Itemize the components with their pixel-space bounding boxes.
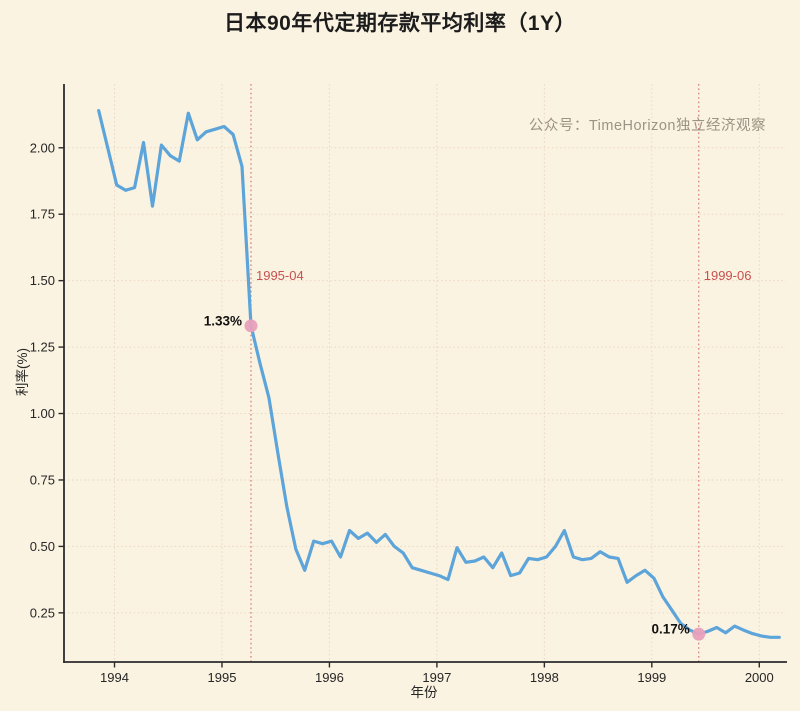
svg-text:1.25: 1.25: [30, 340, 55, 355]
svg-text:1996: 1996: [315, 670, 344, 685]
svg-text:1999: 1999: [637, 670, 666, 685]
annotation-date-label: 1995-04: [255, 268, 304, 283]
svg-text:1997: 1997: [422, 670, 451, 685]
chart-title: 日本90年代定期存款平均利率（1Y）: [223, 12, 577, 35]
svg-text:0.75: 0.75: [30, 472, 55, 487]
svg-text:2.00: 2.00: [30, 140, 55, 155]
svg-text:1994: 1994: [100, 670, 129, 685]
svg-text:0.50: 0.50: [30, 539, 55, 554]
svg-text:1.50: 1.50: [30, 273, 55, 288]
svg-text:0.25: 0.25: [30, 605, 55, 620]
svg-text:1.75: 1.75: [30, 207, 55, 222]
y-axis-label: 利率(%): [15, 348, 30, 396]
annotation-value-label: 0.17%: [651, 621, 690, 637]
svg-text:1998: 1998: [530, 670, 559, 685]
watermark-text: 公众号：TimeHorizon独立经济观察: [528, 118, 766, 134]
svg-text:2000: 2000: [745, 670, 774, 685]
svg-text:1995: 1995: [208, 670, 237, 685]
svg-text:1.00: 1.00: [30, 406, 55, 421]
annotation-date-label: 1999-06: [703, 268, 752, 283]
annotation-value-label: 1.33%: [203, 313, 242, 329]
x-axis-label: 年份: [410, 685, 438, 700]
